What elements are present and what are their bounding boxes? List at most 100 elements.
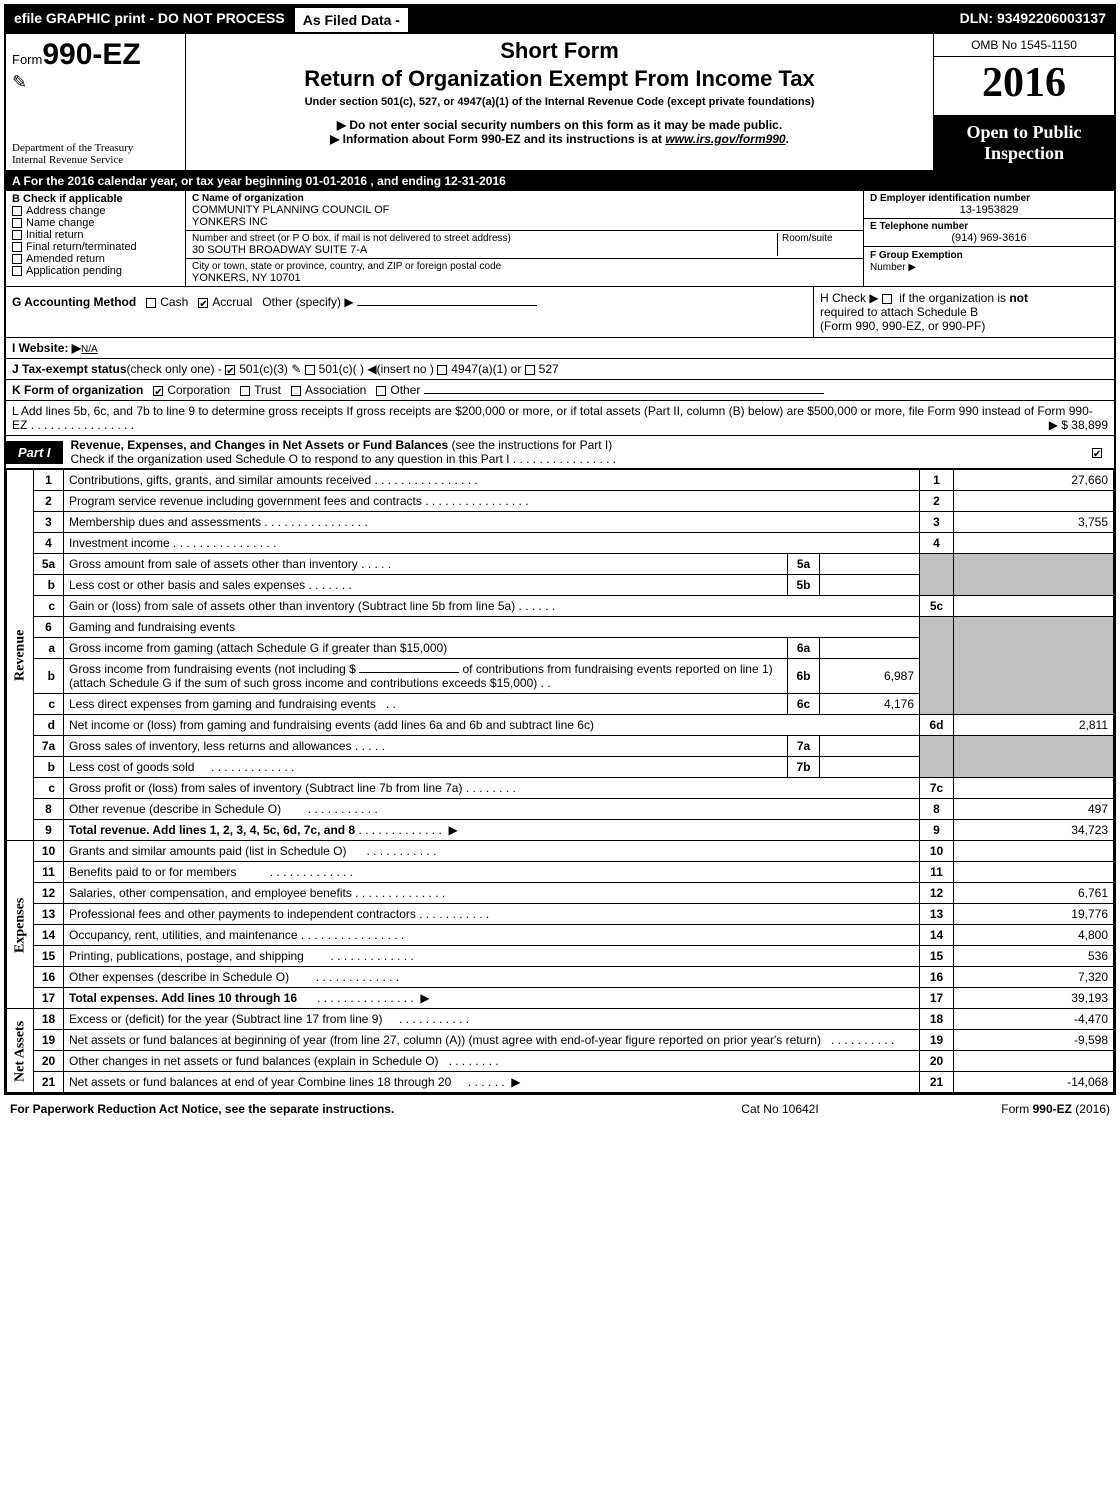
ln-8: 8	[34, 799, 64, 820]
info-about-pre: ▶ Information about Form 990-EZ and its …	[330, 132, 665, 146]
h-check: H Check ▶ if the organization is not req…	[814, 287, 1114, 337]
treasury-line2: Internal Revenue Service	[12, 154, 179, 166]
ln-6c: c	[34, 694, 64, 715]
innerval-6b: 6,987	[820, 659, 920, 694]
6b-blank[interactable]	[359, 672, 459, 673]
shade-5v	[954, 554, 1114, 596]
ln-6d: d	[34, 715, 64, 736]
row-10: Expenses 10 Grants and similar amounts p…	[7, 841, 1114, 862]
desc-10: Grants and similar amounts paid (list in…	[64, 841, 920, 862]
part-i-title-bold: Revenue, Expenses, and Changes in Net As…	[71, 438, 449, 452]
chk-application-pending[interactable]: Application pending	[12, 265, 179, 277]
chk-trust[interactable]	[240, 386, 250, 396]
top-spacer	[410, 6, 952, 34]
chk-527[interactable]	[525, 365, 535, 375]
ln-7a: 7a	[34, 736, 64, 757]
row-5a: 5a Gross amount from sale of assets othe…	[7, 554, 1114, 575]
j-527: 527	[539, 362, 559, 376]
innerval-5b	[820, 575, 920, 596]
form-container: efile GRAPHIC print - DO NOT PROCESS As …	[4, 4, 1116, 1095]
val-18: -4,470	[954, 1009, 1114, 1030]
org-name-2: YONKERS INC	[192, 216, 857, 228]
chk-final-return[interactable]: Final return/terminated	[12, 241, 179, 253]
ln-6b: b	[34, 659, 64, 694]
ln-14: 14	[34, 925, 64, 946]
val-13: 19,776	[954, 904, 1114, 925]
ln-16: 16	[34, 967, 64, 988]
seal-icon: ✎	[12, 72, 179, 93]
irs-link[interactable]: www.irs.gov/form990	[665, 132, 785, 146]
desc-19: Net assets or fund balances at beginning…	[64, 1030, 920, 1051]
chk-corp[interactable]	[153, 386, 163, 396]
row-20: 20 Other changes in net assets or fund b…	[7, 1051, 1114, 1072]
part-i-header: Part I Revenue, Expenses, and Changes in…	[6, 435, 1114, 469]
ln-7b: b	[34, 757, 64, 778]
chk-h[interactable]	[882, 294, 892, 304]
footer-catno: Cat No 10642I	[650, 1102, 910, 1116]
row-6d: d Net income or (loss) from gaming and f…	[7, 715, 1114, 736]
d-label: D Employer identification number	[870, 193, 1108, 204]
row-j-taxexempt: J Tax-exempt status(check only one) - 50…	[6, 359, 1114, 380]
j-4947: 4947(a)(1) or	[451, 362, 521, 376]
section-expenses-label: Expenses	[7, 841, 34, 1009]
ln-18: 18	[34, 1009, 64, 1030]
chk-cash[interactable]	[146, 298, 156, 308]
part-i-title: Revenue, Expenses, and Changes in Net As…	[63, 436, 1092, 468]
i-value: N/A	[81, 344, 98, 355]
chk-address-change[interactable]: Address change	[12, 205, 179, 217]
chk-501c3[interactable]	[225, 365, 235, 375]
ln-10: 10	[34, 841, 64, 862]
ln-9: 9	[34, 820, 64, 841]
chk-accrual[interactable]	[198, 298, 208, 308]
treasury-block: Department of the Treasury Internal Reve…	[12, 142, 179, 166]
innern-6a: 6a	[788, 638, 820, 659]
desc-5b: Less cost or other basis and sales expen…	[64, 575, 788, 596]
desc-6b: Gross income from fundraising events (no…	[64, 659, 788, 694]
num-5c: 5c	[920, 596, 954, 617]
f-label: F Group Exemption	[870, 250, 963, 261]
val-11	[954, 862, 1114, 883]
l-amount: ▶ $ 38,899	[1049, 418, 1108, 432]
k-other-line[interactable]	[424, 393, 824, 394]
row-13: 13 Professional fees and other payments …	[7, 904, 1114, 925]
col-def: D Employer identification number 13-1953…	[864, 191, 1114, 286]
val-20	[954, 1051, 1114, 1072]
row-l-gross: L Add lines 5b, 6c, and 7b to line 9 to …	[6, 401, 1114, 435]
chk-initial-return[interactable]: Initial return	[12, 229, 179, 241]
desc-11: Benefits paid to or for members . . . . …	[64, 862, 920, 883]
innerval-7a	[820, 736, 920, 757]
row-k-formorg: K Form of organization Corporation Trust…	[6, 380, 1114, 401]
k-corp: Corporation	[167, 383, 230, 397]
row-1: Revenue 1 Contributions, gifts, grants, …	[7, 470, 1114, 491]
g-accrual: Accrual	[212, 295, 252, 309]
chk-amended-return[interactable]: Amended return	[12, 253, 179, 265]
val-17: 39,193	[954, 988, 1114, 1009]
val-14: 4,800	[954, 925, 1114, 946]
room-suite-label: Room/suite	[777, 233, 857, 256]
ln-1: 1	[34, 470, 64, 491]
chk-4947[interactable]	[437, 365, 447, 375]
desc-7b: Less cost of goods sold . . . . . . . . …	[64, 757, 788, 778]
g-cash: Cash	[160, 295, 188, 309]
chk-assoc[interactable]	[291, 386, 301, 396]
row-2: 2 Program service revenue including gove…	[7, 491, 1114, 512]
chk-501c[interactable]	[305, 365, 315, 375]
h-text3: (Form 990, 990-EZ, or 990-PF)	[820, 319, 985, 333]
top-bar: efile GRAPHIC print - DO NOT PROCESS As …	[6, 6, 1114, 34]
row-11: 11 Benefits paid to or for members . . .…	[7, 862, 1114, 883]
row-6: 6 Gaming and fundraising events	[7, 617, 1114, 638]
num-9: 9	[920, 820, 954, 841]
chk-name-change[interactable]: Name change	[12, 217, 179, 229]
desc-14: Occupancy, rent, utilities, and maintena…	[64, 925, 920, 946]
line-a-taxyear: A For the 2016 calendar year, or tax yea…	[6, 171, 1114, 191]
j-label: J Tax-exempt status	[12, 362, 127, 376]
val-15: 536	[954, 946, 1114, 967]
chk-other-org[interactable]	[376, 386, 386, 396]
ln-11: 11	[34, 862, 64, 883]
c-city-block: City or town, state or province, country…	[186, 259, 863, 286]
row-12: 12 Salaries, other compensation, and emp…	[7, 883, 1114, 904]
ln-20: 20	[34, 1051, 64, 1072]
g-other-line[interactable]	[357, 305, 537, 306]
part-i-schedo-check[interactable]	[1092, 445, 1114, 459]
desc-8: Other revenue (describe in Schedule O) .…	[64, 799, 920, 820]
